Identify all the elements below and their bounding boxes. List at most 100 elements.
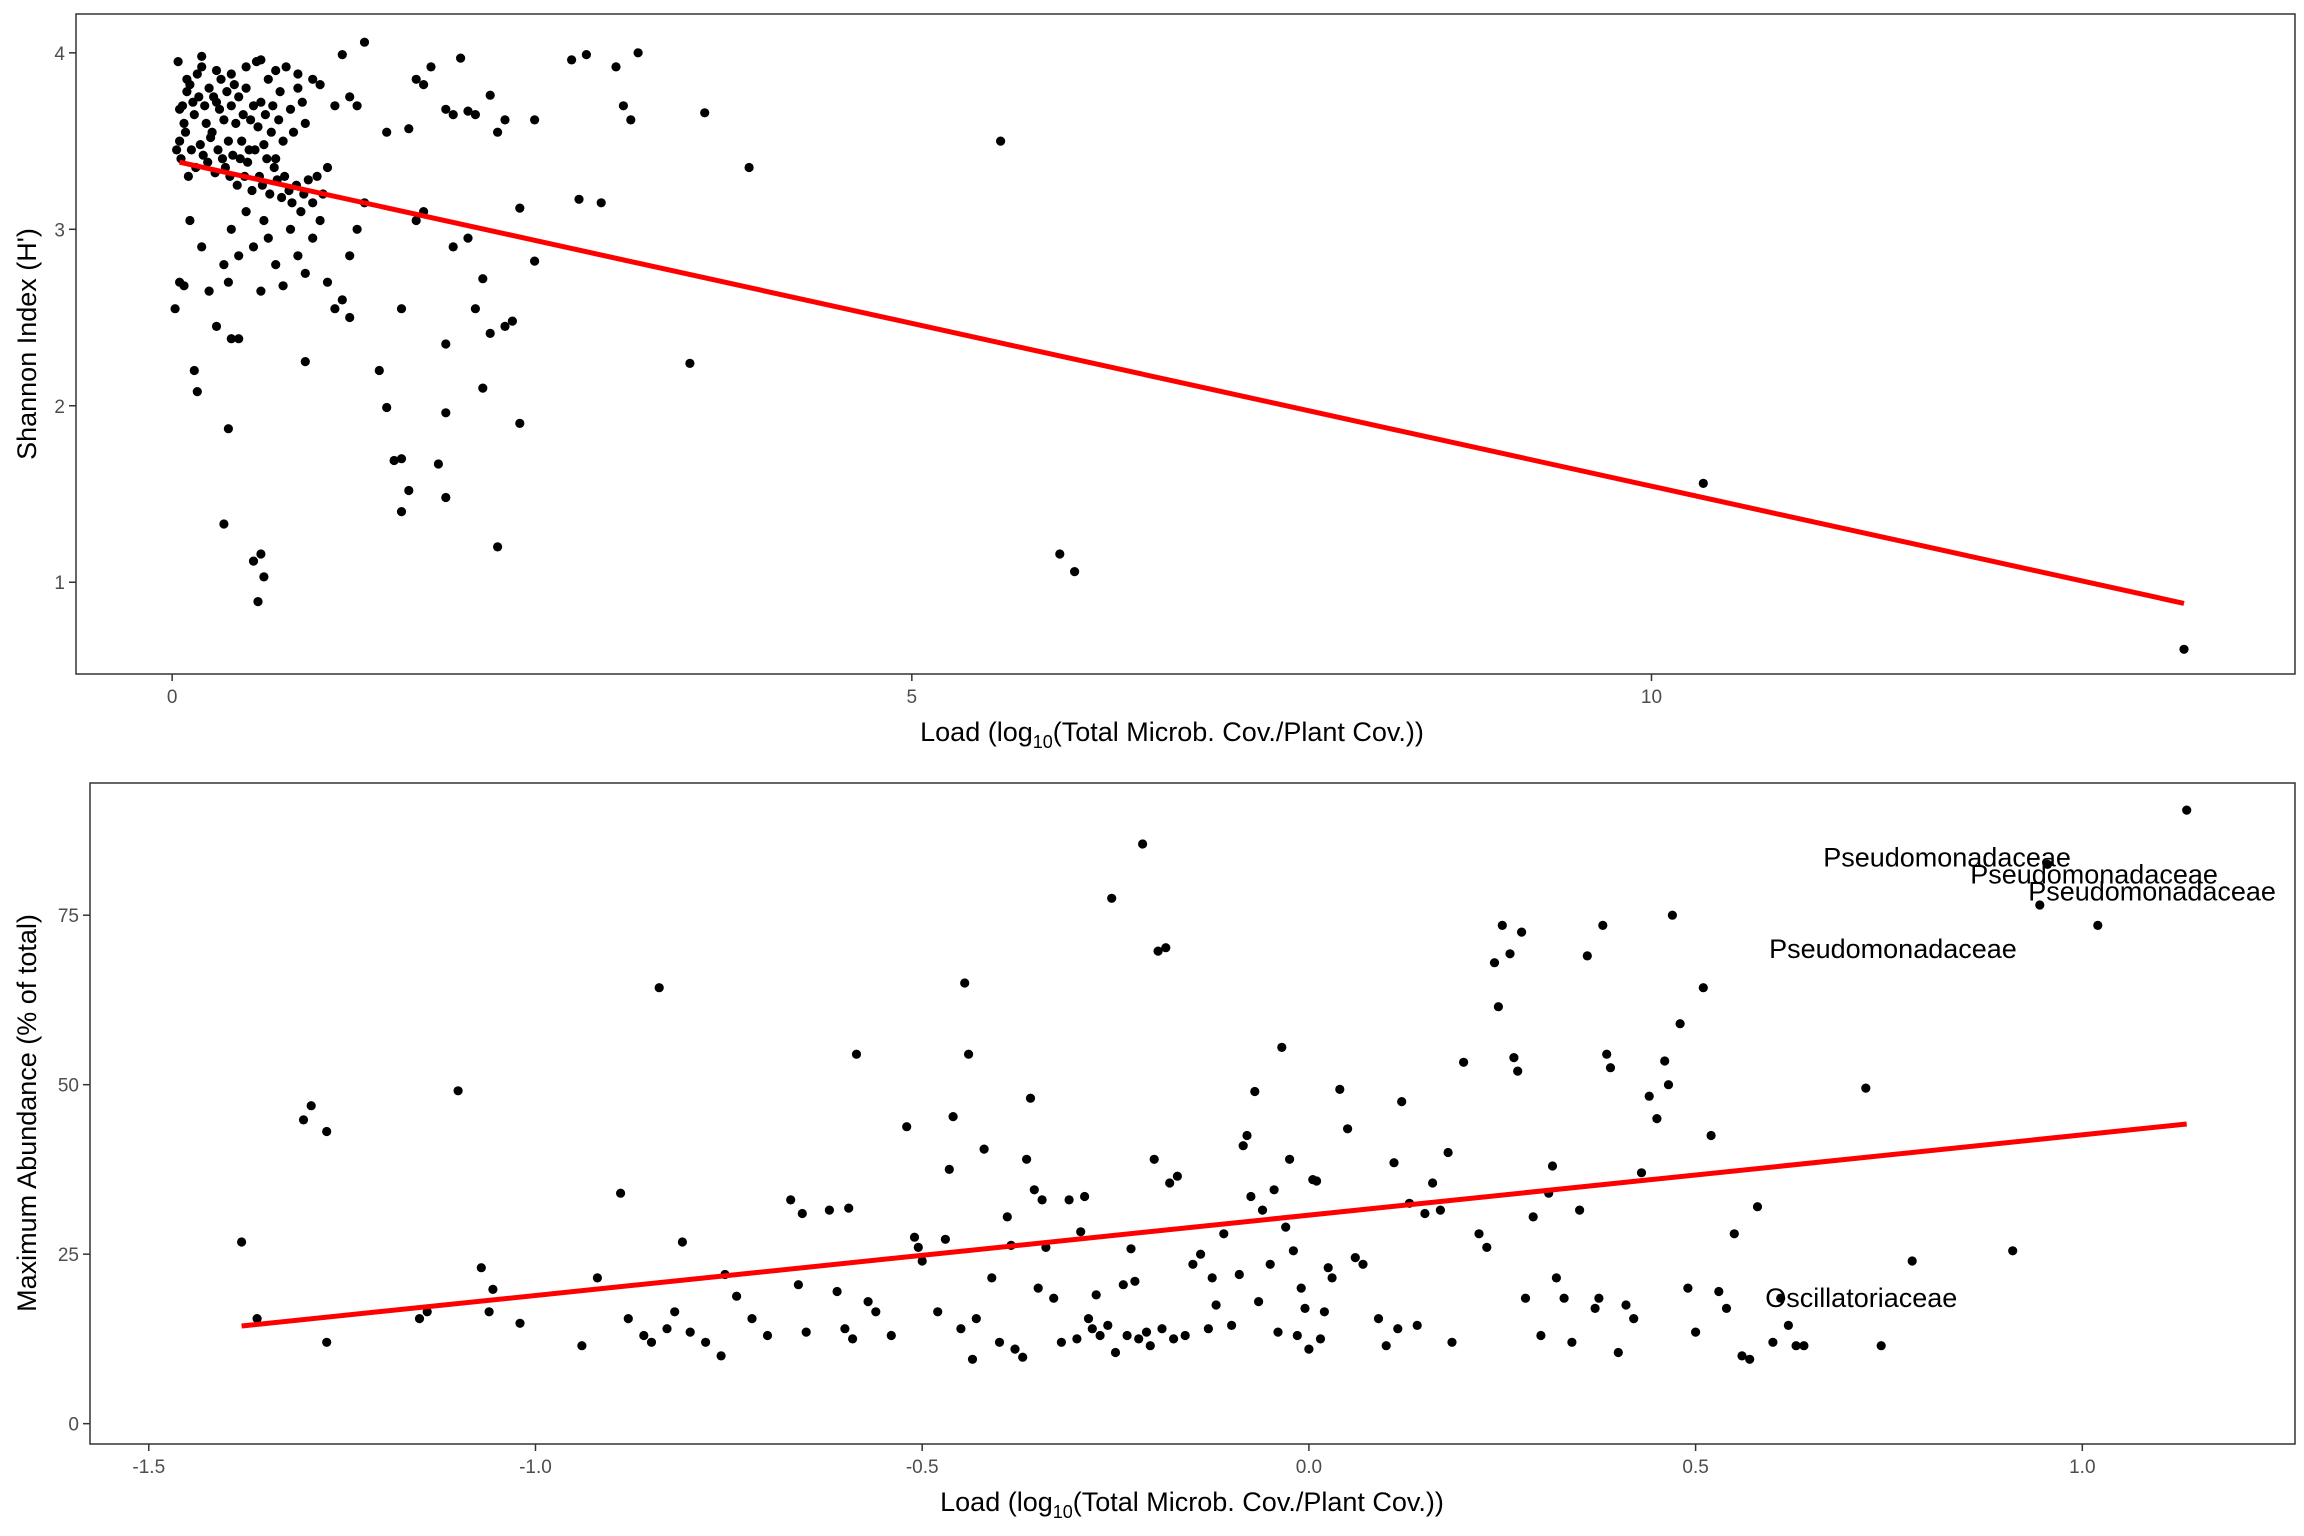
- max-abundance-point: [1257, 1205, 1268, 1215]
- max-abundance-point: [515, 1318, 525, 1328]
- shannon-point: [211, 97, 222, 107]
- max-abundance-point: [933, 1307, 943, 1317]
- max-abundance-point: [453, 1086, 463, 1096]
- shannon-point: [277, 192, 287, 203]
- max-abundance-point: [1420, 1208, 1430, 1219]
- max-abundance-point: [1509, 1053, 1519, 1063]
- max-abundance-point: [1188, 1259, 1198, 1269]
- max-abundance-point: [1590, 1303, 1600, 1313]
- shannon-point: [278, 281, 288, 291]
- shannon-point: [352, 224, 362, 234]
- shannon-point: [211, 321, 222, 331]
- max-abundance-annotation: Pseudomonadaceae: [1823, 843, 2071, 873]
- shannon-point: [322, 277, 333, 287]
- max-abundance-point: [1265, 1259, 1275, 1269]
- shannon-point: [485, 328, 495, 338]
- shannon-point: [581, 50, 592, 60]
- shannon-point: [345, 251, 355, 261]
- max-abundance-point: [1315, 1334, 1326, 1344]
- shannon-point: [189, 110, 199, 120]
- max-abundance-point: [1134, 1334, 1144, 1344]
- shannon-point: [330, 101, 340, 111]
- max-abundance-point: [1435, 1205, 1445, 1215]
- shannon-point: [315, 80, 325, 90]
- max-abundance-point: [840, 1324, 850, 1334]
- shannon-fit-line: [179, 159, 2185, 606]
- shannon-point: [456, 53, 466, 63]
- max-abundance-point: [948, 1112, 958, 1122]
- shannon-point: [611, 62, 621, 72]
- shannon-point: [223, 277, 233, 287]
- max-abundance-point: [1281, 1222, 1291, 1232]
- shannon-point: [203, 157, 213, 167]
- shannon-point: [396, 304, 407, 314]
- shannon-point: [243, 157, 253, 167]
- shannon-point: [685, 358, 695, 368]
- shannon-point: [241, 62, 251, 72]
- shannon-point: [345, 92, 355, 102]
- max-abundance-point: [592, 1273, 603, 1283]
- shannon-point: [515, 418, 525, 428]
- shannon-point: [223, 136, 233, 146]
- max-abundance-point: [1203, 1324, 1213, 1334]
- shannon-point: [308, 74, 318, 84]
- shannon-point: [186, 145, 196, 155]
- shannon-point: [197, 62, 207, 72]
- shannon-point: [175, 136, 185, 146]
- max-abundance-point: [1799, 1341, 1809, 1351]
- max-abundance-x-tick-label: -1.5: [132, 1457, 165, 1478]
- shannon-point: [200, 101, 210, 111]
- max-abundance-point: [1149, 1154, 1159, 1164]
- shannon-point: [271, 154, 281, 164]
- max-abundance-point: [1288, 1246, 1298, 1256]
- max-abundance-point: [1602, 1049, 1612, 1059]
- max-abundance-point: [832, 1286, 842, 1297]
- max-abundance-point: [1559, 1293, 1569, 1303]
- max-abundance-point: [1172, 1171, 1182, 1181]
- max-abundance-point: [1103, 1320, 1113, 1330]
- max-abundance-point: [1598, 920, 1608, 931]
- shannon-point: [441, 104, 451, 114]
- shannon-point: [633, 48, 643, 58]
- shannon-y-tick-label: 1: [54, 573, 65, 594]
- shannon-point: [198, 150, 208, 160]
- shannon-point: [463, 233, 473, 243]
- max-abundance-point: [1652, 1114, 1662, 1124]
- shannon-point: [185, 215, 195, 226]
- max-abundance-point: [1358, 1259, 1368, 1269]
- max-abundance-point: [2042, 859, 2053, 870]
- shannon-point: [382, 402, 392, 413]
- max-abundance-point: [1025, 1093, 1036, 1103]
- max-abundance-point: [1107, 893, 1117, 903]
- max-abundance-point: [1056, 1337, 1066, 1347]
- shannon-point: [259, 572, 269, 582]
- shannon-point: [226, 224, 236, 234]
- shannon-point: [293, 83, 303, 93]
- shannon-point: [287, 198, 297, 208]
- max-abundance-point: [1165, 1178, 1175, 1188]
- shannon-point: [419, 80, 429, 90]
- shannon-point: [217, 154, 228, 164]
- max-abundance-point: [944, 1164, 954, 1174]
- max-abundance-point: [1080, 1191, 1090, 1202]
- max-abundance-point: [1087, 1324, 1097, 1334]
- shannon-point: [278, 136, 288, 146]
- max-abundance-point: [967, 1354, 978, 1364]
- max-abundance-point: [716, 1351, 726, 1361]
- shannon-point: [296, 207, 306, 217]
- max-abundance-point: [960, 978, 970, 988]
- max-abundance-point: [252, 1314, 262, 1324]
- max-abundance-point: [1292, 1330, 1302, 1341]
- shannon-point: [256, 97, 266, 107]
- max-abundance-annotation: Pseudomonadaceae: [1769, 934, 2017, 964]
- max-abundance-point: [1493, 1002, 1503, 1012]
- max-abundance-point: [685, 1327, 695, 1337]
- max-abundance-point: [1729, 1229, 1739, 1239]
- max-abundance-point: [1211, 1300, 1221, 1310]
- shannon-point: [411, 215, 421, 226]
- max-abundance-y-tick-label: 25: [58, 1245, 79, 1266]
- shannon-point: [226, 334, 236, 344]
- max-abundance-point: [1497, 920, 1507, 931]
- shannon-point: [241, 83, 251, 93]
- max-abundance-point: [1691, 1327, 1701, 1337]
